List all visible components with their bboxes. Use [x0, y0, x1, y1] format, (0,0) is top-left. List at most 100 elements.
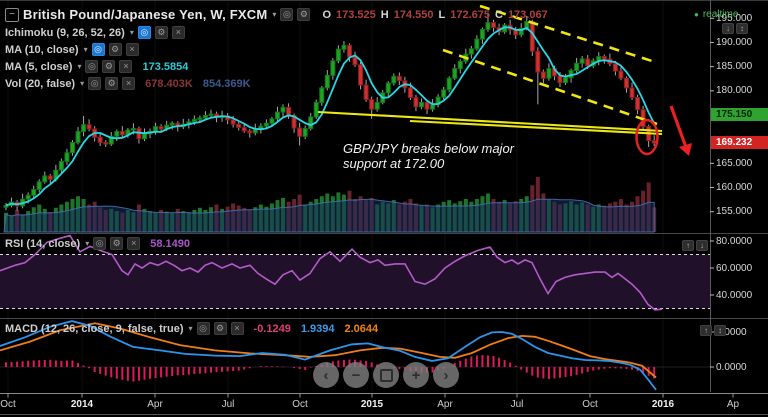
- collapse-panel-icon[interactable]: −: [5, 7, 19, 22]
- rsi-axis-tick: 60.0000: [716, 262, 753, 274]
- eye-icon[interactable]: ◎: [280, 8, 294, 21]
- annotation-line2: support at 172.00: [343, 156, 445, 171]
- macd-header-row: MACD (12, 26, close, 9, false, true) ▾ ◎…: [5, 322, 378, 335]
- symbol-title[interactable]: British Pound/Japanese Yen, W, FXCM: [23, 7, 268, 22]
- indicator-row-ichimoku: Ichimoku (9, 26, 52, 26) ▾ ◎ ⚙ ×: [5, 26, 185, 39]
- scroll-left-button[interactable]: ‹: [313, 362, 339, 388]
- close-value: 173.067: [507, 8, 548, 21]
- gear-icon[interactable]: ⚙: [213, 322, 227, 335]
- time-axis-label: Jul: [510, 399, 524, 410]
- high-label: H: [380, 8, 389, 21]
- chevron-down-icon[interactable]: ▾: [188, 324, 193, 333]
- chevron-down-icon[interactable]: ▾: [272, 10, 277, 19]
- realtime-status: ● realtime: [694, 9, 738, 20]
- low-value: 172.675: [450, 8, 490, 21]
- symbol-header: − British Pound/Japanese Yen, W, FXCM ▾ …: [5, 7, 548, 22]
- close-icon[interactable]: ×: [127, 237, 141, 250]
- ma5-value: 173.5854: [142, 60, 189, 73]
- scale-auto-icon[interactable]: ↕: [736, 23, 748, 34]
- indicator-label[interactable]: MACD (12, 26, close, 9, false, true): [5, 322, 184, 335]
- realtime-label: realtime: [702, 9, 739, 20]
- eye-icon[interactable]: ◎: [93, 237, 107, 250]
- close-label: C: [494, 8, 503, 21]
- close-icon[interactable]: ×: [119, 60, 133, 73]
- ohlc-readout: O 173.525 H 174.550 L 172.675 C 173.067: [322, 9, 547, 21]
- macd-scale-buttons: ↑ ↕: [700, 325, 726, 336]
- macd-hist-value: -0.1249: [253, 322, 291, 335]
- time-axis-label: Apr: [437, 399, 453, 410]
- low-label: L: [438, 8, 446, 21]
- price-axis-tick: 165.000: [716, 157, 753, 169]
- rsi-value: 58.1490: [150, 237, 190, 250]
- time-axis-label: Oct: [582, 399, 598, 410]
- eye-icon[interactable]: ◎: [196, 322, 210, 335]
- rsi-scale-buttons: ↑ ↓: [682, 240, 708, 251]
- annotation-line1: GBP/JPY breaks below major: [343, 141, 514, 156]
- chevron-down-icon[interactable]: ▾: [77, 62, 82, 71]
- indicator-row-volume: Vol (20, false) ▾ ◎ ⚙ × 678.403K 854.369…: [5, 77, 251, 90]
- close-icon[interactable]: ×: [230, 322, 244, 335]
- indicator-label[interactable]: Vol (20, false): [5, 77, 76, 90]
- time-axis-label: Oct: [0, 399, 16, 410]
- eye-icon[interactable]: ◎: [88, 77, 102, 90]
- macd-axis-tick: 4.0000: [716, 326, 747, 338]
- rsi-header-row: RSI (14, close) ▾ ◎ ⚙ × 58.1490: [5, 237, 190, 250]
- scroll-right-button[interactable]: ›: [433, 362, 459, 388]
- price-axis-tick: 190.000: [716, 36, 753, 48]
- price-alert-tag[interactable]: 175.150: [711, 107, 768, 121]
- price-scale-buttons: ↓ ↕: [722, 23, 748, 34]
- volume-ma-value: 854.369K: [202, 77, 251, 90]
- macd-line-value: 1.9394: [300, 322, 335, 335]
- rsi-axis-tick: 40.0000: [716, 289, 753, 301]
- chevron-down-icon[interactable]: ▾: [80, 79, 85, 88]
- gear-icon[interactable]: ⚙: [108, 43, 122, 56]
- chevron-down-icon[interactable]: ▾: [83, 45, 88, 54]
- scale-up-icon[interactable]: ↑: [700, 325, 712, 336]
- last-price-tag: 169.232: [711, 136, 768, 150]
- indicator-label[interactable]: MA (5, close): [5, 60, 73, 73]
- close-icon[interactable]: ×: [125, 43, 139, 56]
- price-axis-tick: 195.000: [716, 12, 753, 24]
- scale-down-icon[interactable]: ↓: [696, 240, 708, 251]
- price-axis-tick: 180.000: [716, 85, 753, 97]
- eye-icon[interactable]: ◎: [85, 60, 99, 73]
- close-icon[interactable]: ×: [171, 26, 185, 39]
- time-axis-label: 2014: [70, 399, 94, 410]
- close-icon[interactable]: ×: [122, 77, 136, 90]
- gear-icon[interactable]: ⚙: [110, 237, 124, 250]
- indicator-row-ma10: MA (10, close) ▾ ◎ ⚙ ×: [5, 43, 139, 56]
- scale-auto-icon[interactable]: ↕: [714, 325, 726, 336]
- time-axis-label: 2016: [651, 399, 675, 410]
- zoom-out-button[interactable]: −: [343, 362, 369, 388]
- eye-icon[interactable]: ◎: [91, 43, 105, 56]
- high-value: 174.550: [393, 8, 434, 21]
- indicator-label[interactable]: RSI (14, close): [5, 237, 81, 250]
- reset-zoom-button[interactable]: [373, 362, 399, 388]
- price-axis-tick: 155.000: [716, 206, 753, 218]
- chart-text-annotation[interactable]: GBP/JPY breaks below major support at 17…: [343, 141, 514, 171]
- gear-icon[interactable]: ⚙: [297, 8, 311, 21]
- reset-zoom-icon: [379, 368, 393, 382]
- chart-navigation: ‹ − + ›: [313, 362, 459, 388]
- open-label: O: [322, 8, 331, 21]
- gear-icon[interactable]: ⚙: [105, 77, 119, 90]
- eye-icon[interactable]: ◎: [137, 26, 151, 39]
- gear-icon[interactable]: ⚙: [154, 26, 168, 39]
- rsi-axis-tick: 80.0000: [716, 235, 753, 247]
- time-axis-label: Ap: [726, 399, 740, 410]
- indicator-label[interactable]: MA (10, close): [5, 43, 79, 56]
- realtime-dot-icon: ●: [694, 9, 699, 19]
- scale-down-icon[interactable]: ↓: [722, 23, 734, 34]
- macd-signal-value: 2.0644: [344, 322, 379, 335]
- time-axis-label: Oct: [292, 399, 308, 410]
- gear-icon[interactable]: ⚙: [102, 60, 116, 73]
- chevron-down-icon[interactable]: ▾: [85, 239, 90, 248]
- chevron-down-icon[interactable]: ▾: [129, 28, 134, 37]
- time-axis-label: Apr: [147, 399, 163, 410]
- time-axis-label: 2015: [360, 399, 384, 410]
- volume-value: 678.403K: [145, 77, 193, 90]
- scale-up-icon[interactable]: ↑: [682, 240, 694, 251]
- indicator-label[interactable]: Ichimoku (9, 26, 52, 26): [5, 26, 125, 39]
- zoom-in-button[interactable]: +: [403, 362, 429, 388]
